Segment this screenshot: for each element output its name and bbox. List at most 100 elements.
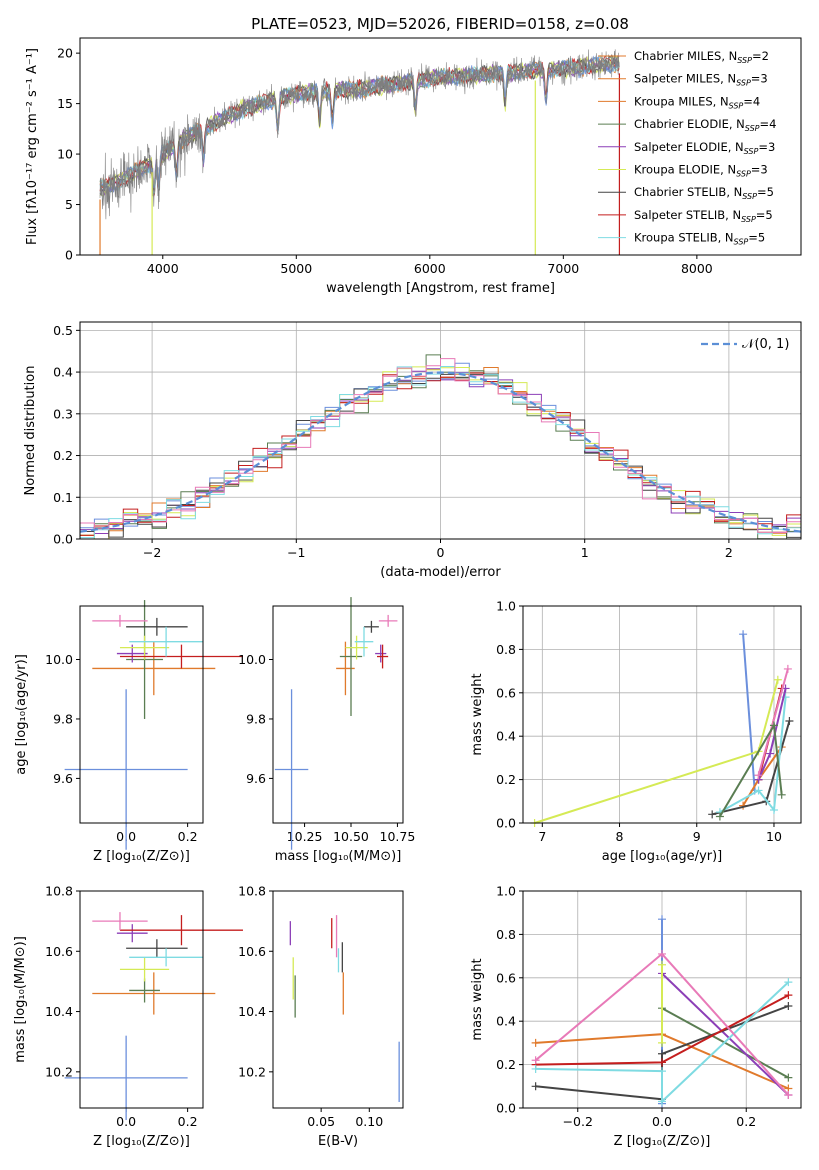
legend-value: =5 bbox=[757, 185, 774, 199]
plus-marker bbox=[754, 786, 763, 795]
legend-subscript: SSP bbox=[729, 101, 744, 110]
error-point bbox=[377, 644, 389, 669]
error-point bbox=[92, 641, 216, 696]
x-axis-label: age [log₁₀(age/yr)] bbox=[602, 849, 723, 864]
y-tick-label: 0.1 bbox=[53, 490, 73, 505]
legend-subscript: SSP bbox=[744, 147, 759, 156]
plus-marker bbox=[658, 960, 666, 969]
y-tick-label: 10.2 bbox=[45, 1064, 73, 1079]
y-tick-label: 0.5 bbox=[53, 323, 73, 338]
y-tick-label: 0.4 bbox=[53, 365, 73, 380]
plus-marker bbox=[658, 1049, 666, 1058]
y-tick-label: 5 bbox=[65, 197, 73, 212]
x-tick-label: 0.2 bbox=[178, 1114, 198, 1129]
series-line bbox=[535, 981, 790, 1104]
x-axis-label: Z [log₁₀(Z/Z⊙)] bbox=[614, 1134, 711, 1149]
x-tick-label: 8000 bbox=[681, 261, 713, 276]
x-axis-label: Z [log₁₀(Z/Z⊙)] bbox=[93, 849, 190, 864]
legend-subscript: SSP bbox=[734, 238, 749, 247]
y-tick-label: 0.4 bbox=[496, 1014, 516, 1029]
x-tick-label: −1 bbox=[287, 545, 305, 560]
error-point bbox=[129, 948, 203, 967]
x-tick-label: 10.50 bbox=[333, 829, 369, 844]
x-tick-label: 10 bbox=[766, 829, 782, 844]
legend-value: =5 bbox=[756, 208, 773, 222]
series-line bbox=[719, 696, 787, 813]
y-tick-label: 10.4 bbox=[45, 1004, 73, 1019]
error-point bbox=[378, 614, 398, 627]
panel-spectrum: 4000 5000 6000 7000 8000 0 5 10 15 20 wavelength [… bbox=[25, 37, 802, 296]
y-tick-label: 0.6 bbox=[496, 970, 516, 985]
normal-curve bbox=[80, 371, 801, 533]
error-point bbox=[119, 644, 243, 669]
y-tick-label: 10.0 bbox=[238, 652, 266, 667]
x-axis-label: E(B-V) bbox=[318, 1134, 358, 1149]
error-point bbox=[375, 644, 387, 663]
panel-weight_vs_Z: −0.2 0.0 0.2 0.0 0.2 0.4 0.6 0.8 1.0 Z [log₁₀(Z/Z… bbox=[470, 884, 802, 1149]
panel-weight_vs_age: 7 8 9 10 0.0 0.2 0.4 0.6 0.8 1.0 age [log₁₀(age/yr… bbox=[470, 599, 802, 864]
y-tick-label: 0.8 bbox=[496, 927, 516, 942]
plus-marker bbox=[766, 749, 775, 758]
error-point bbox=[339, 597, 363, 716]
error-point bbox=[64, 1035, 188, 1121]
y-axis-label: mass weight bbox=[470, 958, 485, 1040]
plus-marker bbox=[777, 790, 786, 799]
axes-frame bbox=[79, 605, 204, 824]
y-tick-label: 0 bbox=[65, 248, 73, 263]
legend-subscript: SSP bbox=[736, 79, 751, 88]
plus-marker bbox=[754, 771, 763, 780]
y-tick-label: 10.8 bbox=[238, 884, 266, 899]
plus-marker bbox=[658, 1058, 666, 1067]
plus-marker bbox=[658, 1038, 666, 1047]
y-tick-label: 10.6 bbox=[238, 944, 266, 959]
x-tick-label: −0.2 bbox=[563, 1114, 593, 1129]
plus-marker bbox=[773, 675, 782, 684]
legend-subscript: SSP bbox=[742, 192, 757, 201]
plus-marker bbox=[708, 810, 717, 819]
x-tick-label: 0.10 bbox=[355, 1114, 383, 1129]
panel-mass_vs_Z: 0.0 0.2 10.2 10.4 10.6 10.8 Z [log₁₀(Z/Z⊙)] mas… bbox=[13, 884, 243, 1149]
y-tick-label: 10.8 bbox=[45, 884, 73, 899]
error-point bbox=[126, 939, 188, 958]
plus-marker bbox=[784, 1002, 793, 1011]
y-tick-label: 10.6 bbox=[45, 944, 73, 959]
x-tick-label: 2 bbox=[725, 545, 733, 560]
series-line bbox=[661, 972, 790, 1096]
x-tick-label: 7 bbox=[538, 829, 546, 844]
plus-marker bbox=[531, 1056, 540, 1065]
x-tick-label: 0.0 bbox=[652, 1114, 672, 1129]
error-point bbox=[126, 617, 188, 636]
y-tick-label: 0.4 bbox=[496, 729, 516, 744]
legend-subscript: SSP bbox=[745, 124, 760, 133]
plus-marker bbox=[739, 630, 748, 639]
y-tick-label: 1.0 bbox=[496, 599, 516, 614]
legend-label: Salpeter MILES, NSSP=3 bbox=[634, 72, 768, 88]
series-line bbox=[757, 668, 789, 776]
y-axis-label: mass [log₁₀(M/M⊙)] bbox=[13, 936, 28, 1063]
legend-value: =2 bbox=[752, 49, 769, 63]
legend-subscript: SSP bbox=[741, 215, 756, 224]
plus-marker bbox=[784, 991, 793, 1000]
x-axis-label: wavelength [Angstrom, rest frame] bbox=[326, 281, 555, 296]
y-tick-label: 10.0 bbox=[45, 652, 73, 667]
error-point bbox=[129, 978, 160, 1003]
y-tick-label: 0.0 bbox=[53, 532, 73, 547]
legend-label: Salpeter ELODIE, NSSP=3 bbox=[634, 140, 775, 156]
error-point bbox=[364, 620, 379, 633]
legend-value: =5 bbox=[748, 231, 765, 245]
y-tick-label: 0.2 bbox=[496, 1057, 516, 1072]
y-tick-label: 1.0 bbox=[496, 884, 516, 899]
error-point bbox=[119, 915, 243, 946]
y-tick-label: 20 bbox=[57, 46, 73, 61]
error-point bbox=[116, 924, 148, 943]
y-tick-label: 0.0 bbox=[496, 816, 516, 831]
legend-value: =3 bbox=[751, 163, 768, 177]
observed-spectrum-line bbox=[99, 49, 620, 220]
legend-label: 𝒩(0, 1) bbox=[742, 337, 789, 352]
error-point bbox=[129, 626, 203, 657]
plus-marker bbox=[658, 915, 666, 924]
x-tick-label: 0.2 bbox=[178, 829, 198, 844]
y-tick-label: 10 bbox=[57, 147, 73, 162]
legend-label: Salpeter STELIB, NSSP=5 bbox=[634, 208, 773, 224]
axes-frame bbox=[272, 605, 404, 824]
